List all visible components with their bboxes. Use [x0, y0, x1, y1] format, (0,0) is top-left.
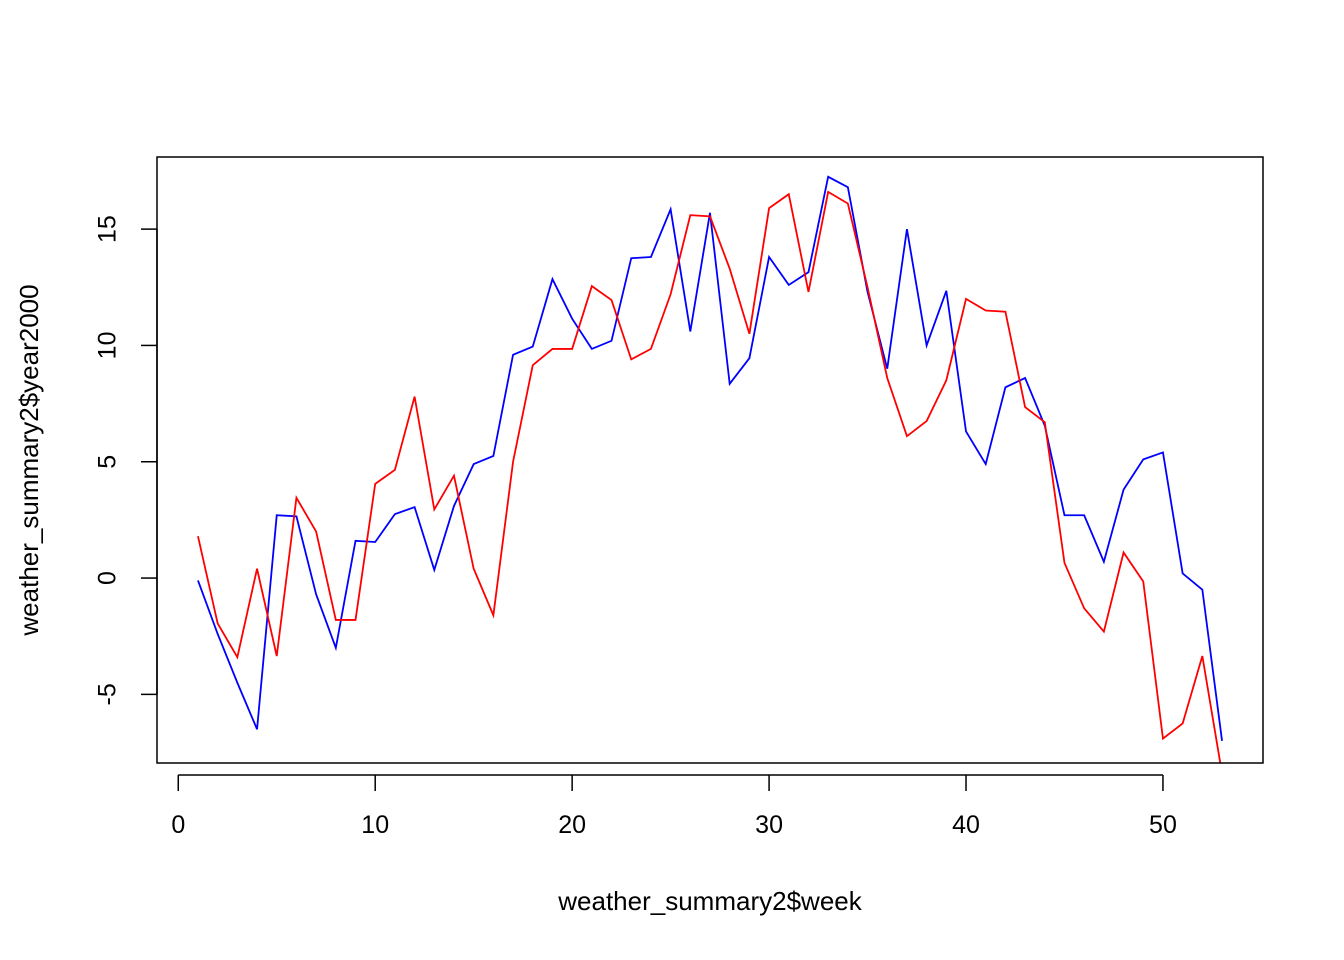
x-tick-label: 0 [171, 811, 185, 839]
series-line-2 [197, 190, 1222, 763]
x-tick-label: 50 [1149, 811, 1177, 839]
y-tick-label: 0 [94, 571, 122, 585]
x-tick-label: 40 [952, 811, 980, 839]
y-axis-label: weather_summary2$year2000 [14, 284, 44, 636]
y-tick-label: 10 [94, 332, 122, 360]
y-tick-label: 5 [94, 455, 122, 469]
series-line-1 [197, 175, 1223, 742]
x-tick-label: 10 [361, 811, 389, 839]
series-layer [197, 175, 1223, 763]
x-axis: 0 10 20 30 40 50 [171, 774, 1177, 839]
y-tick-label: -5 [94, 683, 122, 705]
x-tick-label: 20 [558, 811, 586, 839]
x-tick-label: 30 [755, 811, 783, 839]
y-axis: -5 0 5 10 15 [94, 215, 158, 705]
x-axis-label: weather_summary2$week [557, 886, 862, 916]
plot-frame [156, 156, 1264, 764]
y-tick-label: 15 [94, 215, 122, 243]
